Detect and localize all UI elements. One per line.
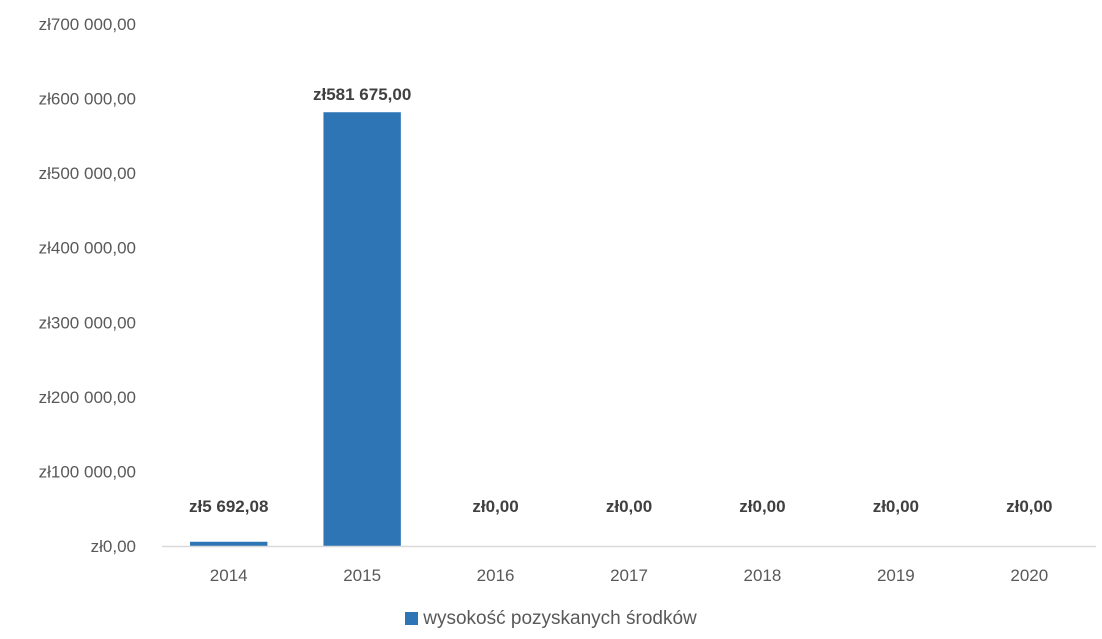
- data-label: zł0,00: [739, 497, 785, 516]
- data-label: zł5 692,08: [189, 497, 268, 516]
- bar: [323, 112, 401, 547]
- y-tick-label: zł300 000,00: [39, 313, 136, 332]
- x-tick-label: 2016: [477, 566, 515, 585]
- data-label: zł0,00: [1006, 497, 1052, 516]
- data-label: zł581 675,00: [313, 85, 411, 104]
- x-tick-label: 2014: [210, 566, 248, 585]
- y-tick-label: zł400 000,00: [39, 239, 136, 258]
- x-tick-label: 2020: [1010, 566, 1048, 585]
- x-tick-label: 2018: [744, 566, 782, 585]
- data-label: zł0,00: [472, 497, 518, 516]
- legend-label: wysokość pozyskanych środków: [423, 608, 697, 629]
- legend: wysokość pozyskanych środków: [0, 608, 1102, 630]
- data-label: zł0,00: [606, 497, 652, 516]
- y-tick-label: zł100 000,00: [39, 462, 136, 481]
- y-tick-label: zł0,00: [91, 537, 136, 556]
- x-tick-label: 2015: [343, 566, 381, 585]
- legend-swatch: [405, 612, 419, 625]
- y-tick-label: zł700 000,00: [39, 15, 136, 34]
- bar: [190, 541, 268, 546]
- y-tick-label: zł500 000,00: [39, 164, 136, 183]
- data-label: zł0,00: [873, 497, 919, 516]
- y-tick-label: zł600 000,00: [39, 90, 136, 109]
- x-tick-label: 2017: [610, 566, 648, 585]
- y-tick-label: zł200 000,00: [39, 388, 136, 407]
- x-tick-label: 2019: [877, 566, 915, 585]
